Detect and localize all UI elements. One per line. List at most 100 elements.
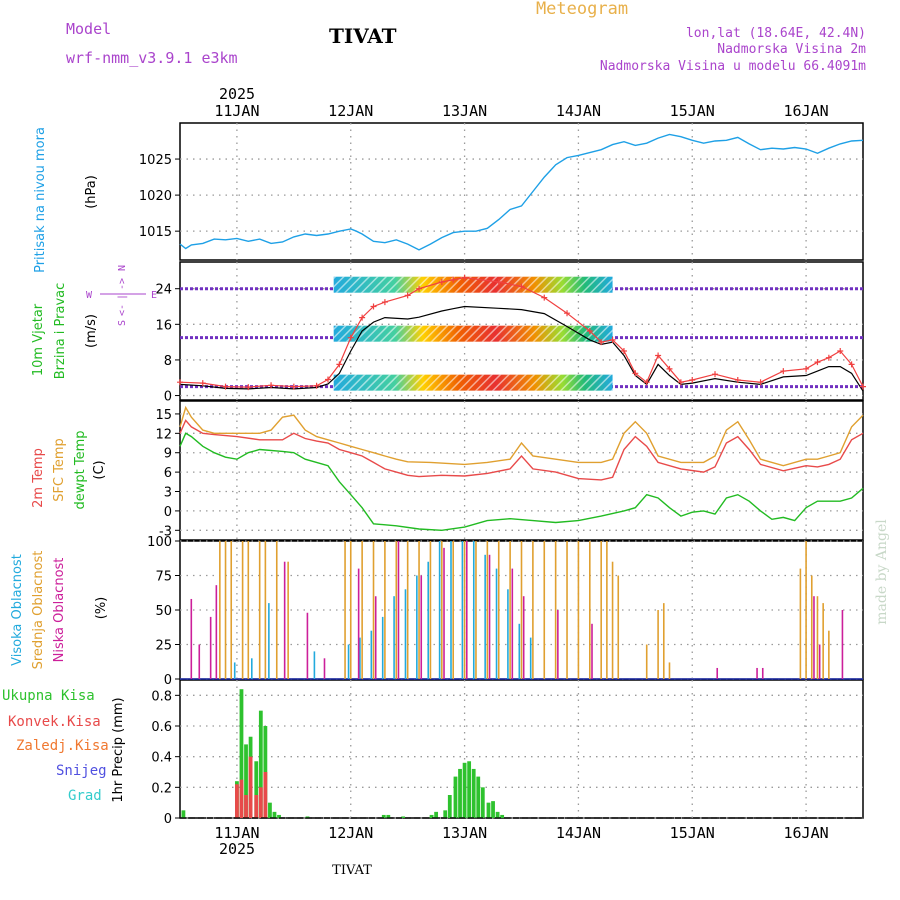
precip-bar <box>244 744 248 818</box>
wind-direction-hatch <box>333 276 613 293</box>
ytick-label: 0 <box>164 673 172 688</box>
wind-dir-e: E <box>151 290 157 301</box>
precip-bar <box>467 761 472 818</box>
ytick-label: -3 <box>159 524 172 539</box>
ytick-label: 0 <box>164 390 172 405</box>
bottom-date-label: 12JAN <box>328 824 373 842</box>
precip-bar <box>272 811 277 818</box>
wind-gust-marker <box>324 376 331 383</box>
ytick-label: 0.6 <box>151 720 172 735</box>
precip-bar <box>277 814 281 818</box>
meteogram-title: Meteogram <box>536 0 628 19</box>
cloud-mid-label: Srednja Oblacnost <box>31 551 46 670</box>
model-name: wrf-nmm_v3.9.1 e3km <box>66 49 238 67</box>
model-elevation-label: Nadmorska Visina u modelu 66.4091m <box>600 59 866 74</box>
elevation-label: Nadmorska Visina 2m <box>717 42 866 57</box>
wind-gust-marker <box>655 352 662 359</box>
wind-gust-marker <box>598 339 605 346</box>
cloud-low-label: Niska Oblacnost <box>52 558 67 663</box>
precip-bar <box>471 768 476 818</box>
temperature-plot <box>179 405 864 532</box>
pressure-frame <box>179 122 864 261</box>
precip-bar <box>239 779 244 818</box>
precip-bar <box>239 689 244 818</box>
coords-label: lon,lat (18.64E, 42.4N) <box>686 26 866 41</box>
precip-frozen-label: Zaledj.Kisa <box>16 738 109 754</box>
ytick-label: 1015 <box>139 225 172 240</box>
precip-axis-label: 1hr Precip (mm) <box>111 697 126 802</box>
temp-sfc-label: SFC Temp <box>52 438 67 502</box>
wind-gust-marker <box>632 370 639 377</box>
wind-dir-w: W <box>86 290 93 301</box>
precip-bar <box>443 810 448 818</box>
wind-gust-marker <box>222 383 229 390</box>
top-date-label: 14JAN <box>556 102 601 120</box>
credit-label: made by Angel <box>874 519 890 625</box>
wind-gust-marker <box>268 382 275 389</box>
wind-gust-marker <box>404 292 411 299</box>
ytick-label: 75 <box>155 570 172 585</box>
ytick-label: 1020 <box>139 189 172 204</box>
wind-gust-marker <box>643 379 650 386</box>
precip-bar <box>500 814 505 818</box>
precip-snow-label: Snijeg <box>56 763 107 779</box>
wind-gust-marker <box>586 328 593 334</box>
ytick-label: 1025 <box>139 153 172 168</box>
bottom-date-label: 11JAN <box>214 824 259 842</box>
wind-gust-marker <box>359 314 366 321</box>
wind-label-1: 10m Vjetar <box>31 303 46 376</box>
wind-direction-hatch <box>333 325 613 342</box>
ytick-label: 15 <box>155 408 172 423</box>
wind-label-2: Brzina i Pravac <box>53 283 68 380</box>
ytick-label: 25 <box>155 639 172 654</box>
wind-gust-marker <box>461 274 468 281</box>
precip-bar <box>244 795 248 818</box>
ytick-label: 16 <box>155 318 172 333</box>
precip-bar <box>486 802 491 818</box>
wind-gust-marker <box>780 368 787 375</box>
cloud-high-label: Visoka Oblacnost <box>10 554 25 666</box>
wind-gust-marker <box>313 382 320 389</box>
ytick-label: 12 <box>155 427 172 442</box>
cloud-unit: (%) <box>94 597 109 620</box>
precip-hail-label: Grad <box>68 788 102 804</box>
wind-gust-marker <box>495 279 502 286</box>
wind-gust-marker <box>438 279 445 286</box>
wind-dir-n: N <box>117 265 128 271</box>
wind-gust-marker <box>416 285 423 292</box>
wind-gust-marker <box>177 379 183 386</box>
wind-gust-marker <box>860 383 866 390</box>
top-date-label: 12JAN <box>328 102 373 120</box>
precip-bar <box>434 811 439 818</box>
wind-gust-marker <box>620 348 627 355</box>
top-date-label: 16JAN <box>784 102 829 120</box>
wind-gust-marker <box>541 294 548 301</box>
top-date-label: 13JAN <box>442 102 487 120</box>
ytick-label: 0 <box>164 812 172 827</box>
ytick-label: 3 <box>164 486 172 501</box>
temp-unit: (C) <box>92 460 107 479</box>
precip-bar <box>254 795 259 818</box>
wind-frame <box>179 261 864 401</box>
top-date-label: 11JAN <box>214 102 259 120</box>
temp-line-2 <box>179 432 864 532</box>
wind-unit: (m/s) <box>84 314 99 348</box>
precip-bar <box>458 768 462 818</box>
ytick-label: 100 <box>147 535 172 550</box>
wind-gust-marker <box>848 361 855 368</box>
precip-bar <box>181 810 186 818</box>
grid-lines <box>180 123 863 819</box>
precip-bar <box>381 814 386 818</box>
ytick-label: 50 <box>155 604 172 619</box>
precip-bar <box>429 814 434 818</box>
wind-gust-marker <box>336 361 343 368</box>
precip-bar <box>447 795 452 818</box>
footer-station: TIVAT <box>332 863 372 878</box>
ytick-label: 0.4 <box>151 751 172 766</box>
precip-bar <box>462 762 467 818</box>
bottom-date-label: 13JAN <box>442 824 487 842</box>
panel-frames <box>179 122 864 819</box>
bottom-date-labels: 11JAN 12JAN 13JAN 14JAN 15JAN 16JAN <box>214 824 828 842</box>
pressure-plot <box>179 133 864 251</box>
